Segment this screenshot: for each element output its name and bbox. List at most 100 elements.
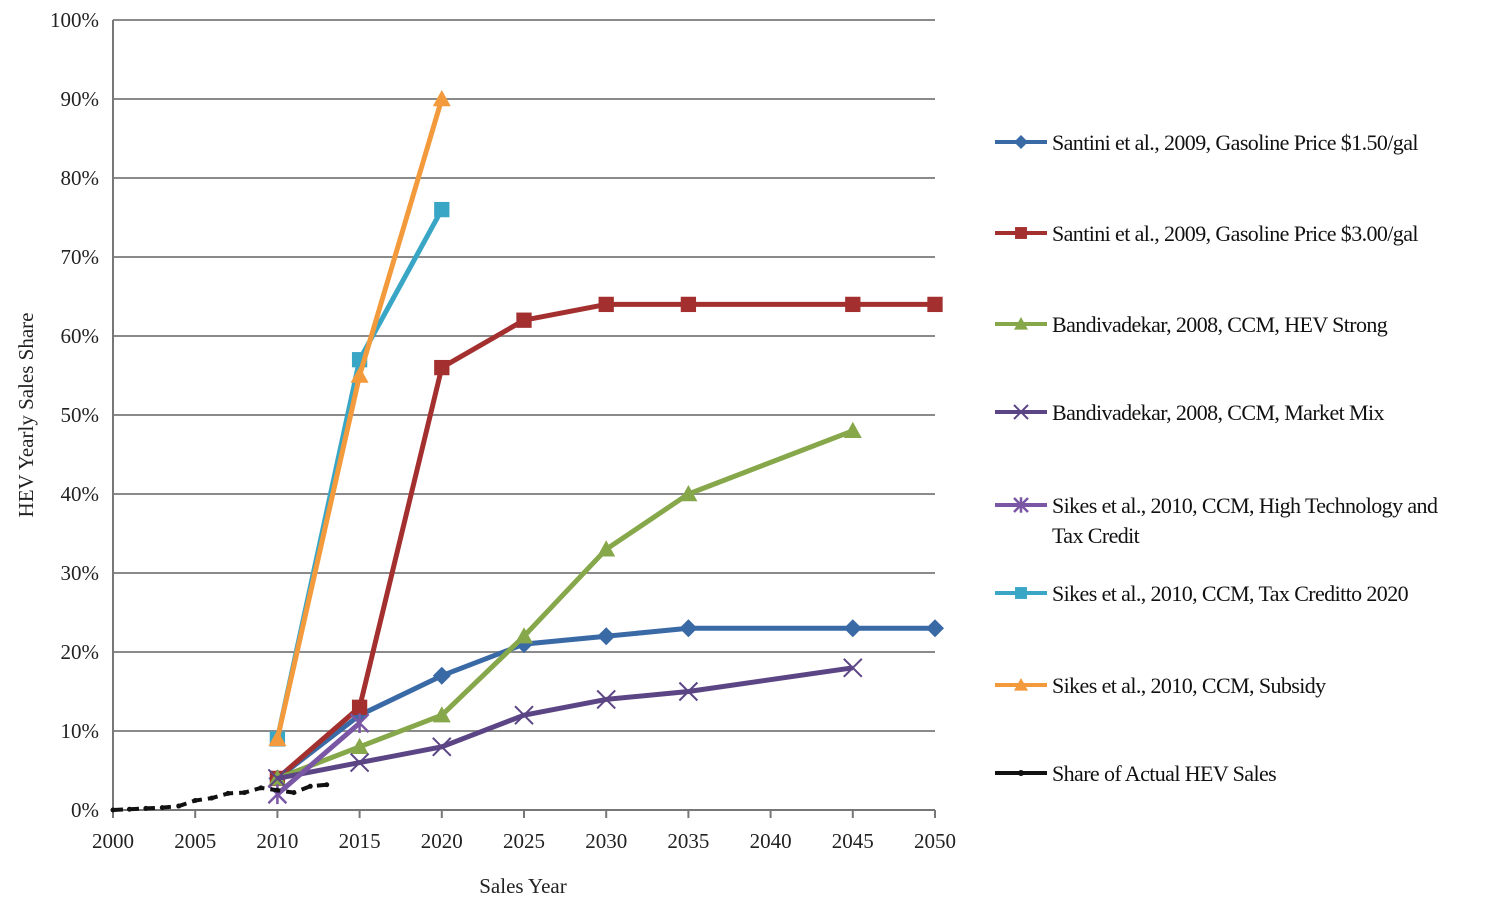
series-7: [268, 90, 451, 747]
data-point: [598, 296, 614, 313]
data-point: [350, 366, 369, 383]
legend-entry: Sikes et al., 2010, CCM, Subsidy: [995, 673, 1327, 698]
data-point: [267, 784, 288, 805]
legend-swatch-marker: [1013, 497, 1029, 513]
data-point: [432, 90, 451, 107]
legend-swatch-marker: [1013, 404, 1029, 420]
x-tick-label: 2030: [585, 829, 627, 853]
y-tick-label: 0%: [71, 798, 99, 822]
y-tick-label: 50%: [61, 403, 100, 427]
x-axis-title: Sales Year: [479, 874, 567, 898]
series-line: [275, 721, 362, 797]
data-point: [843, 421, 862, 438]
legend: Santini et al., 2009, Gasoline Price $1.…: [995, 130, 1439, 786]
data-point: [349, 713, 370, 733]
legend-entry: Santini et al., 2009, Gasoline Price $1.…: [995, 130, 1419, 155]
data-point: [515, 627, 533, 644]
y-tick-label: 90%: [61, 87, 100, 111]
y-tick-label: 40%: [61, 482, 100, 506]
legend-swatch-marker: [1015, 587, 1027, 599]
data-point: [274, 787, 280, 793]
data-point: [680, 296, 697, 313]
data-point: [242, 790, 248, 796]
legend-label: Santini et al., 2009, Gasoline Price $1.…: [1052, 130, 1418, 155]
x-tick-labels: 2000 2005 2010 2015 2020 2025 2030 2035 2040 2045…: [92, 829, 956, 853]
legend-entry: Sikes et al., 2010, CCM, High Technology…: [995, 493, 1439, 548]
x-tick-label: 2010: [256, 829, 298, 853]
data-point: [143, 805, 149, 811]
data-point: [432, 706, 451, 723]
data-point: [678, 681, 699, 702]
legend-label: Sikes et al., 2010, CCM, Subsidy: [1052, 673, 1326, 698]
data-point: [597, 540, 616, 557]
data-point: [596, 689, 616, 710]
legend-label: Santini et al., 2009, Gasoline Price $3.…: [1052, 221, 1418, 246]
data-point: [349, 752, 370, 773]
series-lines: [110, 90, 944, 813]
legend-swatch-marker: [1014, 678, 1028, 691]
y-axis-title: HEV Yearly Sales Share: [14, 313, 38, 518]
data-point: [176, 803, 182, 809]
y-tick-label: 20%: [61, 640, 100, 664]
legend-label: Bandivadekar, 2008, CCM, HEV Strong: [1052, 312, 1388, 337]
data-point: [225, 790, 231, 796]
y-tick-label: 10%: [61, 719, 100, 743]
data-point: [514, 705, 534, 725]
data-point: [268, 729, 287, 747]
x-tick-label: 2045: [832, 829, 874, 853]
y-tick-label: 100%: [50, 8, 99, 32]
series-4: [267, 658, 863, 789]
x-tick-label: 2020: [421, 829, 463, 853]
x-tick-label: 2000: [92, 829, 134, 853]
data-point: [159, 805, 165, 811]
data-point: [597, 627, 616, 646]
data-point: [291, 790, 297, 796]
data-point: [351, 699, 368, 715]
data-point: [843, 619, 862, 638]
data-point: [350, 737, 369, 754]
data-point: [192, 798, 198, 804]
legend-label: Sikes et al., 2010, CCM, High Technology…: [1052, 493, 1438, 548]
legend-label: Sikes et al., 2010, CCM, Tax Creditto 20…: [1052, 581, 1409, 606]
data-point: [209, 795, 215, 801]
legend-entry: Bandivadekar, 2008, CCM, HEV Strong: [995, 312, 1388, 337]
y-tick-labels: 0% 10% 20% 30% 40% 50% 60% 70% 80% 90% 100%: [50, 8, 99, 822]
legend-entry: Share of Actual HEV Sales: [995, 761, 1277, 786]
data-point: [434, 359, 450, 376]
y-tick-label: 70%: [61, 245, 100, 269]
x-tick-label: 2005: [174, 829, 216, 853]
data-point: [926, 619, 944, 638]
data-point: [258, 785, 264, 791]
x-tick-label: 2040: [750, 829, 792, 853]
series-line: [112, 782, 327, 812]
legend-entry: Santini et al., 2009, Gasoline Price $3.…: [995, 221, 1419, 246]
data-point: [432, 737, 452, 757]
legend-entry: Bandivadekar, 2008, CCM, Market Mix: [995, 400, 1385, 425]
y-tick-label: 80%: [61, 166, 100, 190]
data-point: [434, 201, 450, 218]
data-point: [126, 806, 132, 812]
axes: [112, 20, 936, 818]
legend-swatch-marker: [1018, 770, 1024, 776]
data-point: [516, 312, 532, 328]
legend-swatch-marker: [1014, 135, 1028, 149]
data-point: [267, 768, 288, 789]
data-point: [324, 782, 330, 788]
data-point: [110, 807, 116, 813]
gridlines: [113, 19, 935, 732]
data-point: [307, 783, 313, 789]
y-tick-label: 30%: [61, 561, 100, 585]
y-tick-label: 60%: [61, 324, 100, 348]
data-point: [927, 296, 943, 313]
x-tick-label: 2025: [503, 829, 545, 853]
legend-entry: Sikes et al., 2010, CCM, Tax Creditto 20…: [995, 581, 1409, 606]
series-line: [275, 625, 935, 781]
series-line: [275, 301, 935, 781]
data-point: [679, 619, 698, 638]
legend-label: Bandivadekar, 2008, CCM, Market Mix: [1052, 400, 1385, 425]
data-point: [432, 666, 451, 685]
series-line: [274, 98, 445, 740]
legend-swatch-marker: [1015, 227, 1027, 239]
legend-label: Share of Actual HEV Sales: [1052, 761, 1276, 786]
